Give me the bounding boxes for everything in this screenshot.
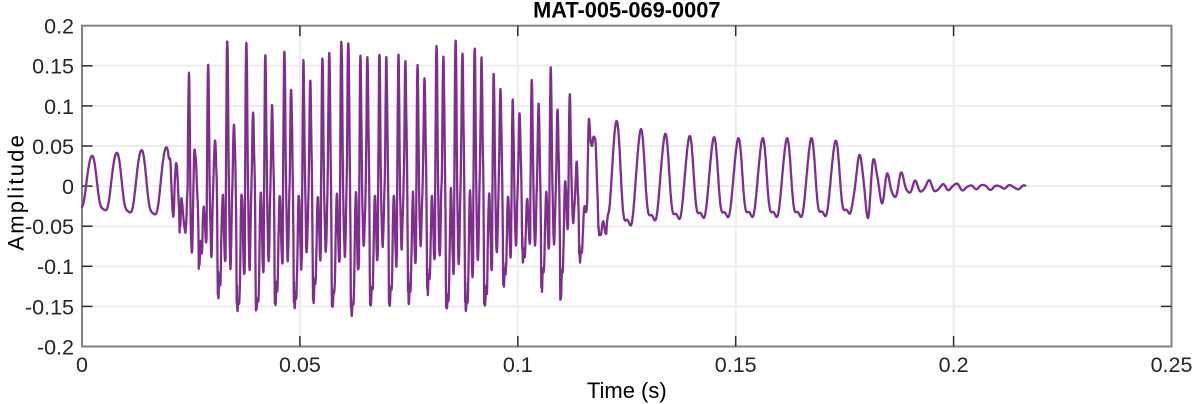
svg-text:-0.1: -0.1 [37, 255, 74, 279]
svg-text:0: 0 [76, 353, 88, 377]
svg-text:0.1: 0.1 [503, 353, 533, 377]
svg-text:-0.05: -0.05 [25, 215, 74, 239]
svg-text:-0.15: -0.15 [25, 295, 74, 319]
svg-text:MAT-005-069-0007: MAT-005-069-0007 [533, 0, 720, 23]
svg-text:0.25: 0.25 [1151, 353, 1193, 377]
svg-text:0.15: 0.15 [715, 353, 757, 377]
svg-text:0.05: 0.05 [32, 135, 74, 159]
svg-text:0.1: 0.1 [44, 95, 74, 119]
svg-text:0.05: 0.05 [279, 353, 321, 377]
svg-text:0.15: 0.15 [32, 55, 74, 79]
svg-text:0.2: 0.2 [44, 15, 74, 39]
svg-text:0.2: 0.2 [939, 353, 969, 377]
svg-text:0: 0 [62, 175, 74, 199]
svg-text:Amplitude: Amplitude [4, 133, 29, 251]
svg-text:-0.2: -0.2 [37, 335, 74, 359]
svg-text:Time (s): Time (s) [587, 378, 667, 403]
